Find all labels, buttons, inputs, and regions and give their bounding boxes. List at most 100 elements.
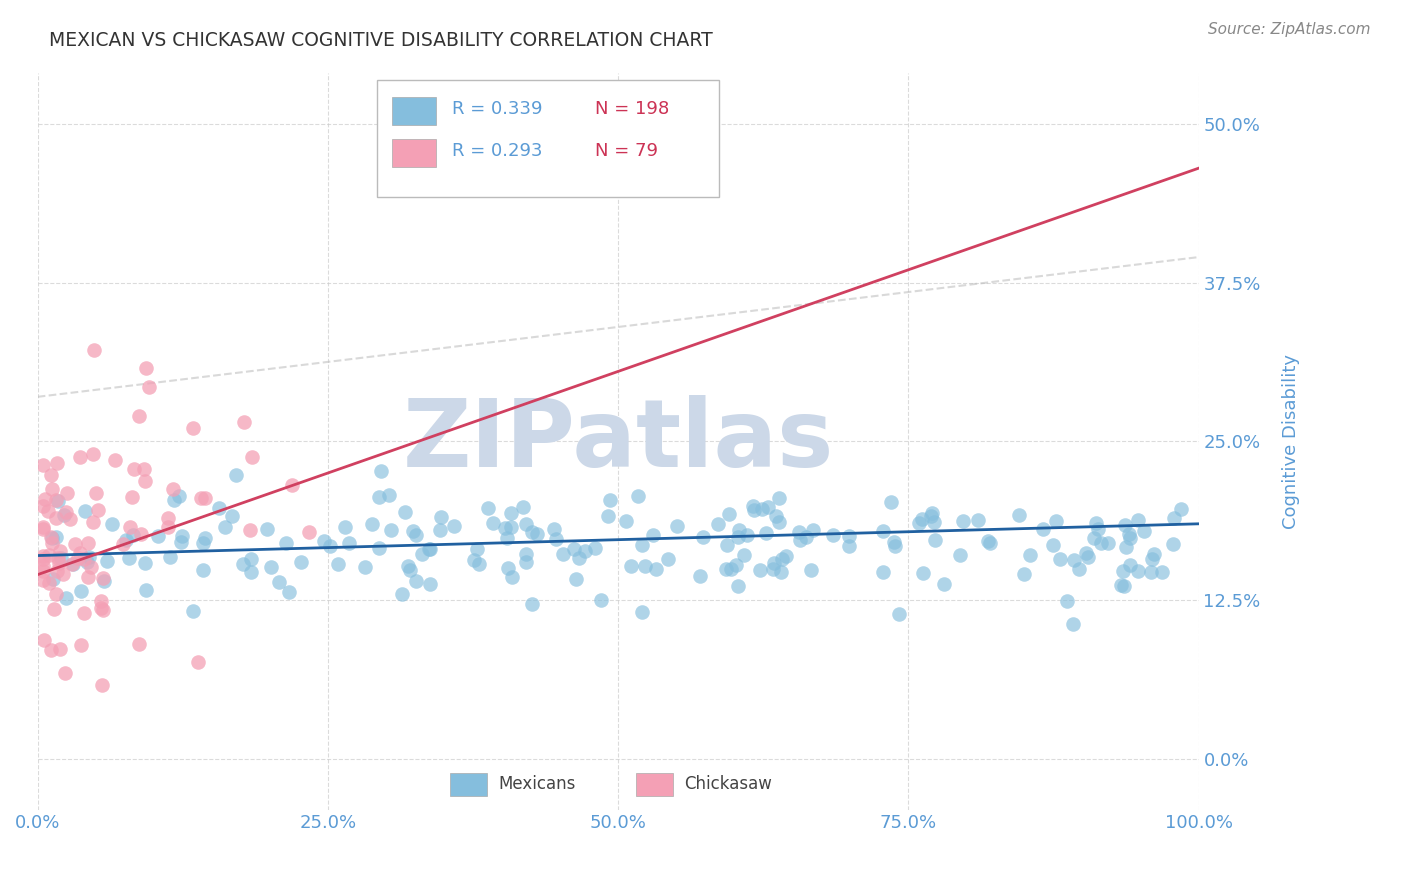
- Point: [319, 539, 342, 553]
- Point: [1008, 508, 1031, 523]
- Point: [872, 565, 894, 579]
- Point: [949, 548, 972, 562]
- Point: [361, 516, 384, 531]
- Point: [924, 533, 946, 547]
- Point: [138, 380, 160, 394]
- Point: [46, 551, 69, 566]
- Point: [689, 569, 711, 583]
- Point: [765, 508, 787, 523]
- Point: [614, 514, 637, 528]
- Point: [45, 492, 67, 507]
- Point: [741, 499, 763, 513]
- Point: [55, 591, 77, 605]
- Point: [82, 515, 104, 529]
- Text: N = 79: N = 79: [595, 142, 658, 160]
- Point: [32, 549, 55, 564]
- Point: [281, 478, 304, 492]
- Point: [742, 503, 765, 517]
- Point: [775, 549, 797, 564]
- Point: [419, 576, 441, 591]
- Point: [1119, 531, 1142, 545]
- Point: [73, 552, 96, 566]
- Point: [49, 543, 72, 558]
- Point: [574, 544, 596, 558]
- Point: [1128, 513, 1150, 527]
- Point: [716, 562, 738, 576]
- Point: [1076, 546, 1098, 560]
- Point: [232, 415, 254, 429]
- Point: [748, 563, 770, 577]
- Point: [240, 450, 263, 465]
- Point: [496, 561, 519, 575]
- Point: [91, 571, 114, 585]
- Point: [512, 500, 534, 514]
- Point: [353, 559, 375, 574]
- Point: [290, 555, 312, 569]
- Point: [194, 531, 217, 545]
- Point: [727, 530, 749, 544]
- Point: [41, 531, 63, 545]
- Point: [53, 508, 76, 523]
- Point: [333, 520, 356, 534]
- Point: [190, 491, 212, 506]
- Point: [1084, 516, 1107, 530]
- Point: [496, 531, 519, 545]
- Point: [256, 522, 278, 536]
- Point: [411, 547, 433, 561]
- Point: [727, 579, 749, 593]
- Point: [419, 541, 441, 556]
- Point: [128, 637, 150, 651]
- Point: [297, 525, 319, 540]
- Point: [314, 533, 336, 548]
- Point: [1140, 551, 1163, 566]
- Point: [546, 532, 568, 546]
- Point: [59, 512, 82, 526]
- Point: [39, 530, 62, 544]
- Point: [32, 522, 55, 536]
- Point: [756, 500, 779, 514]
- Point: [1077, 550, 1099, 565]
- Point: [48, 494, 70, 508]
- Point: [887, 607, 910, 621]
- Point: [73, 504, 96, 518]
- Point: [920, 508, 942, 523]
- Point: [465, 541, 488, 556]
- Point: [77, 536, 100, 550]
- Point: [239, 523, 262, 537]
- FancyBboxPatch shape: [450, 772, 486, 797]
- Point: [883, 534, 905, 549]
- Point: [48, 556, 70, 570]
- Point: [214, 520, 236, 534]
- Point: [908, 516, 931, 530]
- Point: [77, 570, 100, 584]
- Point: [55, 666, 77, 681]
- FancyBboxPatch shape: [377, 80, 718, 197]
- Point: [80, 560, 103, 574]
- Point: [101, 517, 124, 532]
- Point: [801, 523, 824, 537]
- Y-axis label: Cognitive Disability: Cognitive Disability: [1282, 354, 1299, 529]
- Point: [800, 563, 823, 577]
- Point: [631, 538, 654, 552]
- Point: [551, 547, 574, 561]
- Point: [112, 537, 135, 551]
- Point: [1163, 536, 1185, 550]
- Point: [620, 558, 643, 573]
- Point: [38, 549, 60, 563]
- Point: [1062, 617, 1084, 632]
- Text: R = 0.339: R = 0.339: [453, 100, 543, 118]
- Point: [666, 518, 689, 533]
- Point: [391, 587, 413, 601]
- Point: [41, 482, 63, 496]
- Point: [157, 520, 180, 534]
- Point: [562, 542, 585, 557]
- Point: [159, 550, 181, 565]
- Point: [966, 513, 988, 527]
- Point: [1119, 558, 1142, 572]
- Text: Source: ZipAtlas.com: Source: ZipAtlas.com: [1208, 22, 1371, 37]
- Point: [880, 494, 903, 508]
- Point: [135, 360, 157, 375]
- Point: [122, 528, 145, 542]
- Point: [952, 514, 974, 528]
- Point: [120, 520, 142, 534]
